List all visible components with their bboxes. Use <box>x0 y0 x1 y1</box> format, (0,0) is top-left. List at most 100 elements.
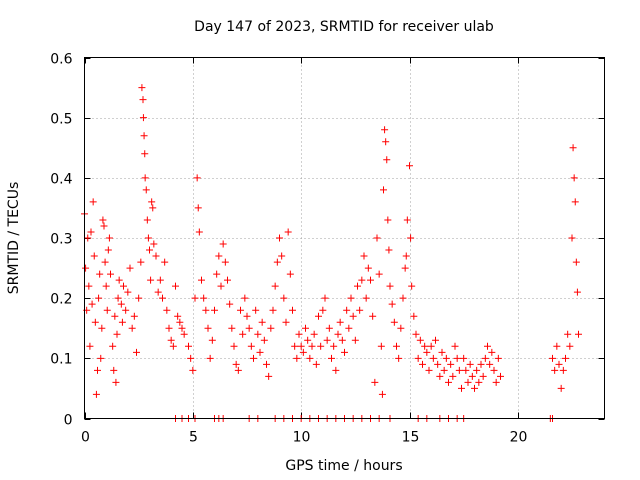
data-point <box>486 360 494 368</box>
data-point <box>408 282 416 290</box>
data-point <box>105 234 113 242</box>
data-point <box>97 354 105 362</box>
y-tick-label: 0.3 <box>50 232 72 248</box>
data-point <box>241 294 249 302</box>
data-point <box>213 270 221 278</box>
x-tick-label: 5 <box>189 430 198 446</box>
data-point <box>219 240 227 248</box>
data-point <box>260 336 268 344</box>
data-point <box>395 354 403 362</box>
data-point <box>89 198 97 206</box>
data-point <box>291 342 299 350</box>
x-tick-label: 15 <box>402 430 420 446</box>
data-point <box>230 342 238 350</box>
data-point <box>468 372 476 380</box>
data-point <box>295 330 303 338</box>
data-point <box>228 324 236 332</box>
data-point <box>135 294 143 302</box>
data-point <box>306 354 314 362</box>
data-point <box>204 324 212 332</box>
data-point <box>551 366 559 374</box>
data-point <box>180 330 188 338</box>
data-point <box>360 252 368 260</box>
data-point <box>451 342 459 350</box>
data-point <box>112 378 120 386</box>
data-point <box>193 174 201 182</box>
data-point <box>101 258 109 266</box>
data-point <box>403 216 411 224</box>
data-point <box>573 288 581 296</box>
data-point <box>140 132 148 140</box>
data-point <box>399 294 407 302</box>
data-point <box>402 252 410 260</box>
data-point <box>128 324 136 332</box>
grid-lines <box>84 57 605 419</box>
data-point <box>232 360 240 368</box>
data-point <box>575 330 582 338</box>
data-point <box>345 324 353 332</box>
data-point <box>107 270 114 278</box>
data-point <box>367 276 374 284</box>
data-point <box>414 354 422 362</box>
y-tick-label: 0.4 <box>50 172 72 188</box>
data-point <box>334 330 342 338</box>
data-point <box>146 246 153 254</box>
data-point <box>384 216 392 224</box>
data-point <box>87 228 95 236</box>
chart-title: Day 147 of 2023, SRMTID for receiver ula… <box>194 19 494 35</box>
data-point <box>117 300 125 308</box>
plot-frame <box>84 57 605 419</box>
data-point <box>312 360 320 368</box>
x-tick-label: 20 <box>510 430 528 446</box>
data-point <box>488 348 496 356</box>
data-point <box>568 234 576 242</box>
data-point <box>286 270 294 278</box>
data-point <box>234 366 242 374</box>
data-point <box>263 360 270 368</box>
data-point <box>142 186 150 194</box>
data-point <box>427 342 435 350</box>
y-tick-label: 0.2 <box>50 292 72 308</box>
data-point <box>336 318 344 326</box>
data-point <box>347 294 355 302</box>
data-point <box>149 204 157 212</box>
data-point <box>477 360 485 368</box>
data-point <box>462 366 470 374</box>
data-point <box>86 342 94 350</box>
data-point <box>429 354 437 362</box>
data-point <box>178 324 186 332</box>
data-point <box>393 342 400 350</box>
data-point <box>362 294 370 302</box>
data-point <box>208 336 216 344</box>
data-point <box>150 240 158 248</box>
data-point <box>152 252 160 260</box>
data-point <box>114 294 122 302</box>
data-point <box>406 162 413 170</box>
data-point <box>388 300 396 308</box>
data-point <box>195 228 203 236</box>
data-point <box>401 264 409 272</box>
y-tick-label: 0.6 <box>50 52 72 68</box>
data-point <box>378 390 386 398</box>
data-point <box>271 282 279 290</box>
data-point <box>96 270 104 278</box>
data-point <box>221 258 229 266</box>
data-point <box>304 336 312 344</box>
data-point <box>139 96 147 104</box>
data-point <box>419 360 426 368</box>
data-point <box>466 360 474 368</box>
data-point <box>356 306 364 314</box>
data-point <box>167 336 175 344</box>
data-point <box>102 282 110 290</box>
data-point <box>85 282 93 290</box>
data-point <box>90 252 98 260</box>
x-tick-label: 10 <box>293 430 311 446</box>
data-point <box>82 264 90 272</box>
data-point <box>211 306 218 314</box>
data-point <box>549 354 556 362</box>
data-point <box>494 354 502 362</box>
data-point <box>373 234 381 242</box>
data-point <box>410 312 418 320</box>
data-point <box>332 366 340 374</box>
data-point <box>416 336 424 344</box>
